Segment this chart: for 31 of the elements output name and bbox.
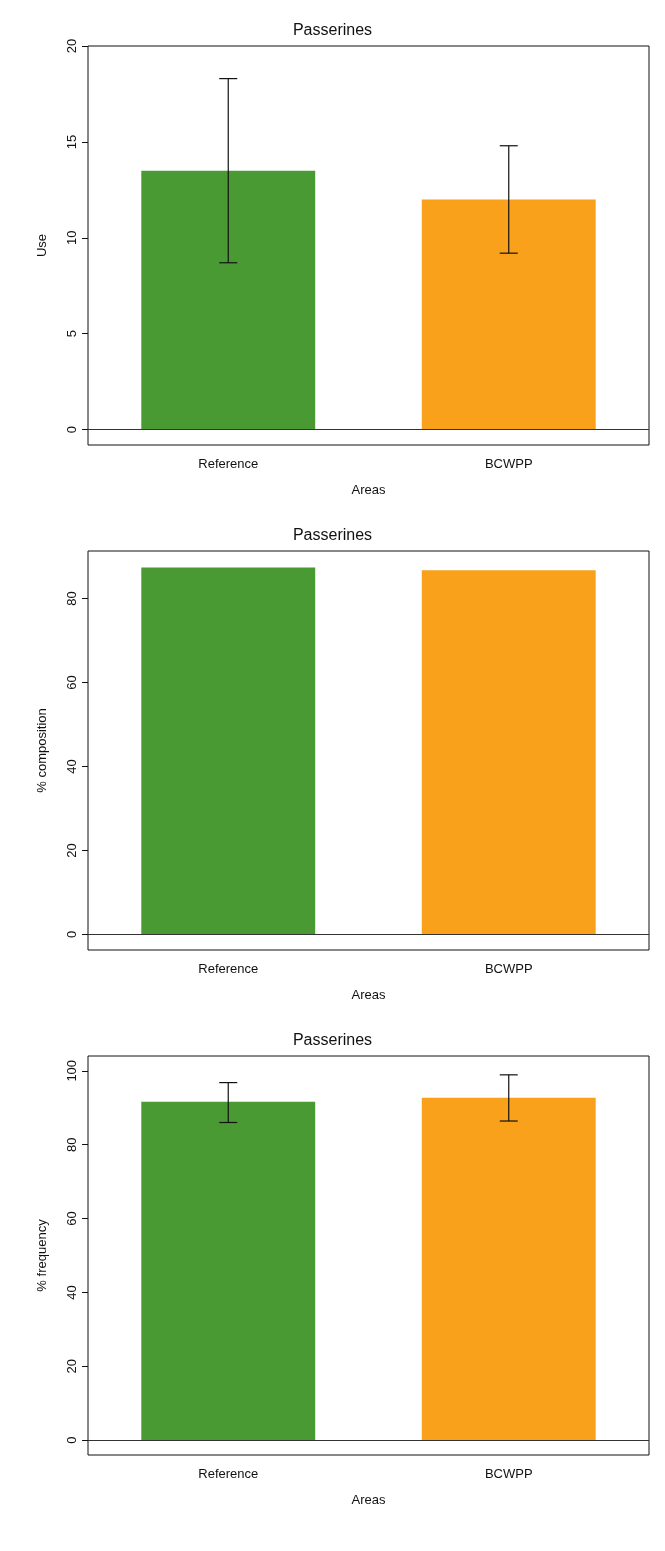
chart-title: Passerines [292,20,373,38]
y-tick-label: 15 [64,134,79,150]
x-axis-title: Areas [351,1492,386,1507]
y-tick-label: 0 [64,426,79,434]
x-tick-label: BCWPP [484,456,533,471]
x-tick-label: Reference [198,961,259,976]
y-tick-label: 60 [64,1211,79,1226]
x-tick-label: Reference [198,456,259,471]
y-tick-label: 20 [64,1359,79,1374]
y-tick-label: 20 [64,38,79,54]
y-tick-label: 100 [64,1059,79,1082]
y-axis-title: Use [34,233,49,258]
y-axis-title: % composition [34,708,49,793]
y-tick-label: 0 [64,1436,79,1444]
y-tick-label: 5 [64,330,79,338]
x-tick-label: Reference [198,1466,259,1481]
y-tick-label: 80 [64,591,79,606]
y-tick-label: 80 [64,1137,79,1152]
y-tick-label: 40 [64,1285,79,1300]
y-tick-label: 0 [64,930,79,939]
y-tick-label: 40 [64,759,79,774]
x-tick-label: BCWPP [484,1466,533,1481]
y-tick-label: 60 [64,675,79,690]
chart-title: Passerines [292,1030,373,1048]
x-axis-title: Areas [351,482,386,497]
y-tick-label: 10 [64,230,79,246]
y-axis-title: % frequency [34,1218,49,1292]
y-tick-label: 20 [64,843,79,858]
x-axis-title: Areas [351,987,386,1002]
x-tick-label: BCWPP [484,961,533,976]
chart-title: Passerines [292,525,373,543]
